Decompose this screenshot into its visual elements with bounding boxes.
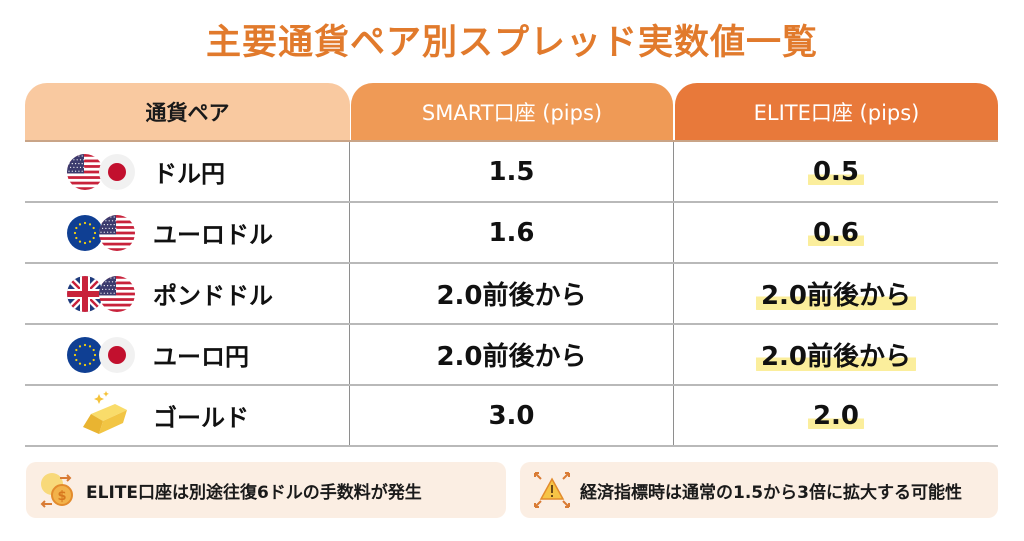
note-text: 経済指標時は通常の1.5から3倍に拡大する可能性 xyxy=(580,482,962,503)
elite-value: 2.0 xyxy=(807,400,865,431)
pair-icons xyxy=(67,336,137,373)
pair-label: ゴールド xyxy=(153,404,249,432)
jp-flag-icon xyxy=(99,336,135,373)
elite-cell: 2.0前後から xyxy=(674,325,998,384)
pair-cell: ユーロドル xyxy=(25,203,350,262)
smart-value: 1.5 xyxy=(350,142,674,201)
pair-icons xyxy=(67,214,137,251)
us-flag-icon xyxy=(67,153,103,190)
note-volatility: 経済指標時は通常の1.5から3倍に拡大する可能性 xyxy=(520,462,998,518)
uk-flag-icon xyxy=(67,275,103,312)
pair-cell: ユーロ円 xyxy=(25,325,350,384)
gold-bar-icon xyxy=(77,390,131,436)
elite-cell: 2.0 xyxy=(674,386,998,445)
us-flag-icon xyxy=(99,214,135,251)
us-flag-icon xyxy=(99,275,135,312)
smart-value: 2.0前後から xyxy=(350,264,674,323)
pair-label: ユーロドル xyxy=(153,221,273,249)
table-row: ユーロドル 1.6 0.6 xyxy=(25,203,998,264)
table-row: ユーロ円 2.0前後から 2.0前後から xyxy=(25,325,998,386)
pair-icons xyxy=(67,275,137,312)
jp-flag-icon xyxy=(99,153,135,190)
table-row: ドル円 1.5 0.5 xyxy=(25,142,998,203)
spread-table: 通貨ペア SMART口座 (pips) ELITE口座 (pips) ドル円 1… xyxy=(25,83,998,447)
elite-value: 0.5 xyxy=(807,156,865,187)
warning-expand-icon xyxy=(532,470,572,510)
elite-value: 0.6 xyxy=(807,217,865,248)
pair-icons xyxy=(67,153,137,190)
eu-flag-icon xyxy=(67,336,103,373)
header-smart: SMART口座 (pips) xyxy=(351,83,673,140)
smart-value: 3.0 xyxy=(350,386,674,445)
svg-text:$: $ xyxy=(57,489,66,504)
pair-icons xyxy=(67,390,137,434)
eu-flag-icon xyxy=(67,214,103,251)
pair-label: ユーロ円 xyxy=(153,343,249,371)
elite-value: 2.0前後から xyxy=(755,275,917,312)
header-pair: 通貨ペア xyxy=(25,83,350,140)
pair-cell: ポンドドル xyxy=(25,264,350,323)
elite-cell: 0.6 xyxy=(674,203,998,262)
elite-cell: 2.0前後から xyxy=(674,264,998,323)
table-header: 通貨ペア SMART口座 (pips) ELITE口座 (pips) xyxy=(25,83,998,142)
note-text: ELITE口座は別途往復6ドルの手数料が発生 xyxy=(86,482,422,503)
pair-cell: ドル円 xyxy=(25,142,350,201)
coin-exchange-icon: $ xyxy=(38,470,78,510)
table-row: ゴールド 3.0 2.0 xyxy=(25,386,998,447)
pair-label: ドル円 xyxy=(153,160,225,188)
table-row: ポンドドル 2.0前後から 2.0前後から xyxy=(25,264,998,325)
elite-cell: 0.5 xyxy=(674,142,998,201)
smart-value: 1.6 xyxy=(350,203,674,262)
note-commission: $ ELITE口座は別途往復6ドルの手数料が発生 xyxy=(26,462,506,518)
pair-cell: ゴールド xyxy=(25,386,350,445)
pair-label: ポンドドル xyxy=(153,282,273,310)
smart-value: 2.0前後から xyxy=(350,325,674,384)
page-title: 主要通貨ペア別スプレッド実数値一覧 xyxy=(205,23,818,63)
header-elite: ELITE口座 (pips) xyxy=(675,83,998,140)
elite-value: 2.0前後から xyxy=(755,336,917,373)
